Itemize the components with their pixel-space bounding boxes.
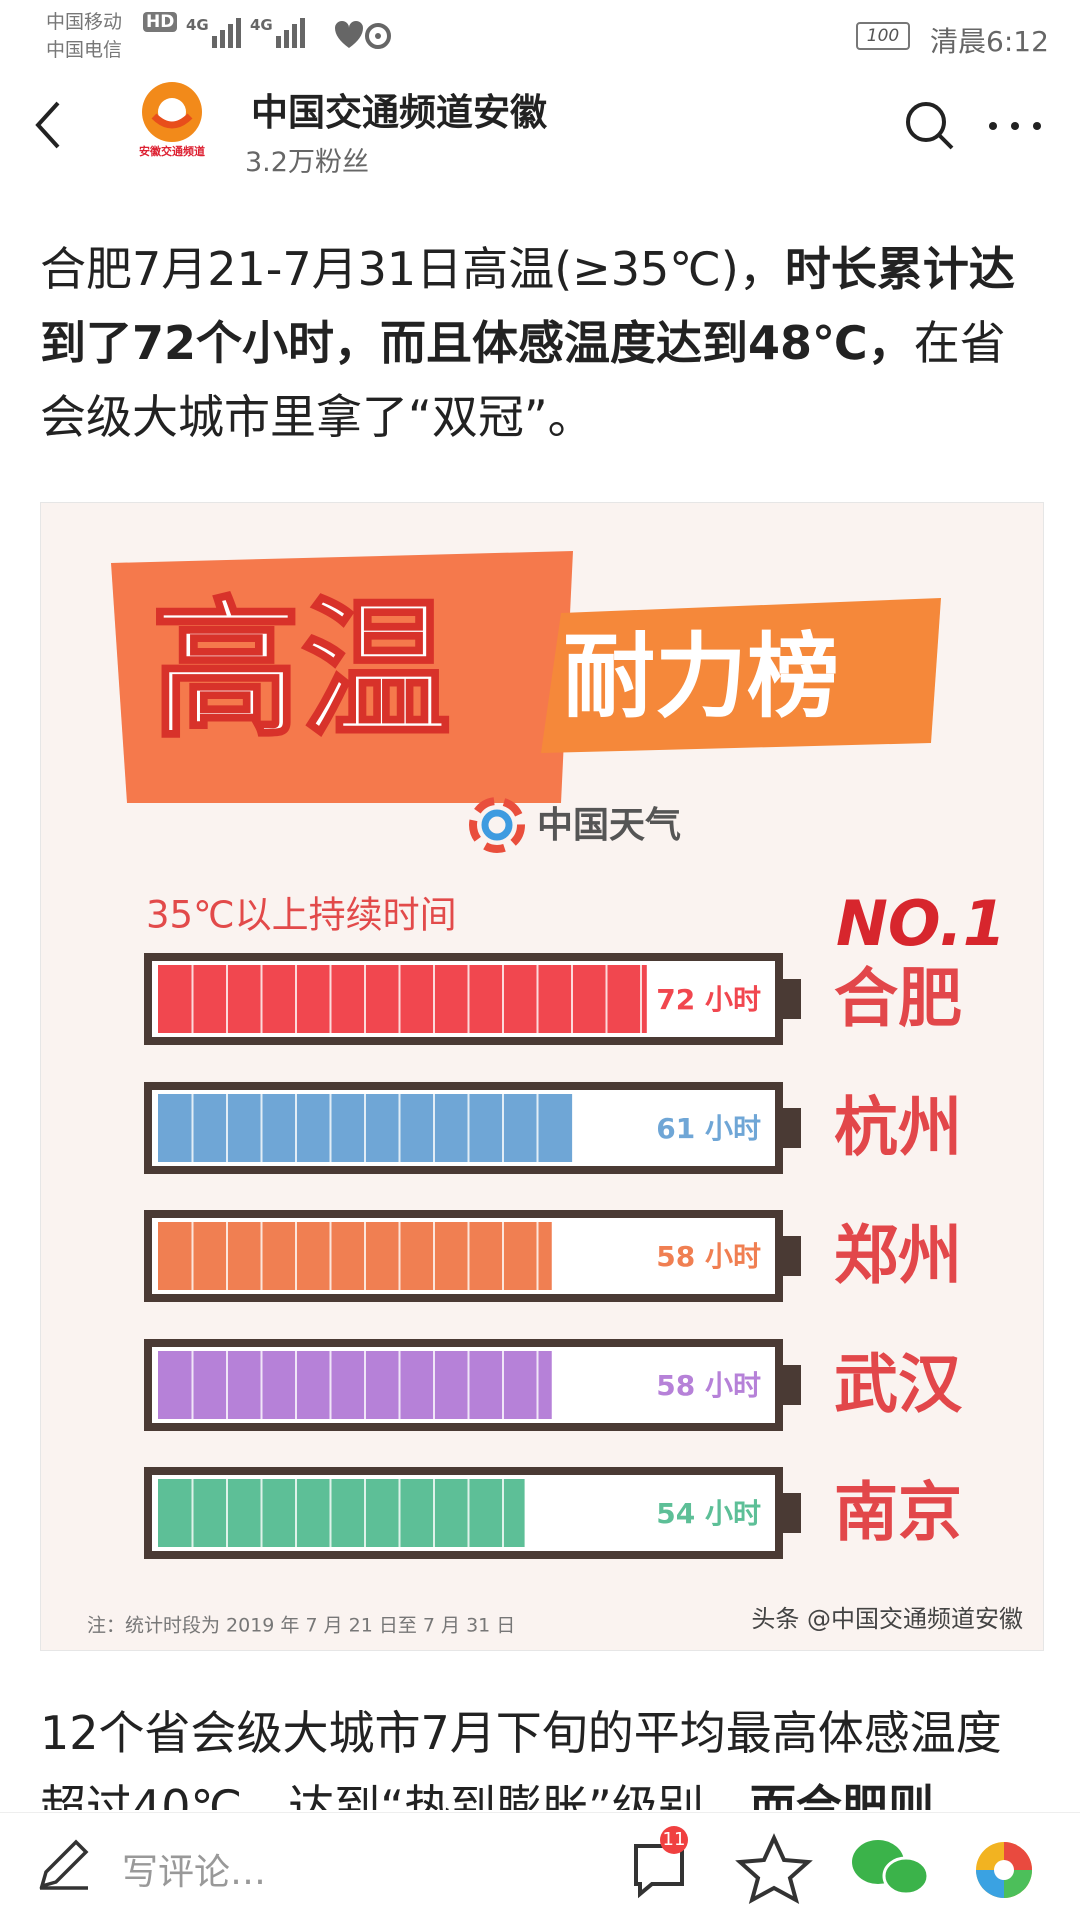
value-label: 61 小时 <box>656 1112 761 1145</box>
channel-logo[interactable]: 安徽交通频道 <box>130 78 215 163</box>
text-run: 而合肥则 <box>749 1780 934 1810</box>
brand-logo <box>469 797 525 853</box>
network: 4G <box>250 16 273 34</box>
value-label: 58 小时 <box>656 1369 761 1402</box>
battery-cap <box>783 1365 801 1405</box>
bar <box>158 1479 525 1547</box>
comment-count-badge: 11 <box>660 1826 688 1854</box>
logo-text: 安徽交通频道 <box>139 144 205 158</box>
carrier: 中国电信 <box>46 39 123 61</box>
rank-badge: NO.1 <box>836 887 1006 960</box>
network: 4G <box>186 16 209 34</box>
hd-icon: HD <box>143 12 178 32</box>
clock: 清晨6:12 <box>930 25 1049 58</box>
follower-count: 3.2万粉丝 <box>245 147 369 178</box>
city-label: 武汉 <box>834 1349 963 1423</box>
battery-cap <box>783 1493 801 1533</box>
source: 头条 @中国交通频道安徽 <box>751 1605 1023 1633</box>
chart-subtitle: 35℃以上持续时间 <box>146 894 457 937</box>
action-icons <box>634 1833 1032 1905</box>
channel-name[interactable]: 中国交通频道安徽 <box>251 91 547 134</box>
comments-button[interactable] <box>634 1844 684 1899</box>
moments-share[interactable] <box>976 1842 1032 1898</box>
favorite-button[interactable] <box>735 1833 813 1905</box>
city-label: 杭州 <box>834 1092 962 1166</box>
text-run: 12个省会级大城市7月下旬的平均最高体感温度超过40℃，达到“热到膨胀”级别， <box>40 1706 1002 1810</box>
text-run: 合肥7月21-7月31日高温(≥35℃)， <box>40 242 785 296</box>
city-label: 合肥 <box>834 963 962 1037</box>
city-label: 南京 <box>834 1477 962 1551</box>
back-button[interactable] <box>30 95 70 155</box>
battery-cap <box>783 1236 801 1276</box>
note: 注：统计时段为 2019 年 7 月 21 日至 7 月 31 日 <box>87 1615 515 1637</box>
infographic: 高温 耐力榜 中国天气 35℃以上持续时间 NO.1 注：统计时段为 2019 … <box>40 502 1044 1651</box>
edit-icon[interactable] <box>36 1836 92 1892</box>
text-run: 在省会级大城市里拿了“双冠”。 <box>40 316 1006 444</box>
title-banner <box>541 598 941 753</box>
paragraph: 12个省会级大城市7月下旬的平均最高体感温度超过40℃，达到“热到膨胀”级别，而… <box>40 1696 1042 1810</box>
header-actions <box>906 102 1041 150</box>
bar <box>158 1222 552 1290</box>
title-banner <box>111 551 573 803</box>
battery-cap <box>783 979 801 1019</box>
value-label: 54 小时 <box>656 1497 761 1530</box>
paragraph: 合肥7月21-7月31日高温(≥35℃)，时长累计达到了72个小时，而且体感温度… <box>40 232 1042 454</box>
bar <box>158 1351 552 1419</box>
search-button[interactable] <box>906 102 954 150</box>
battery-cap <box>783 1108 801 1148</box>
comment-input[interactable]: 写评论… <box>122 1852 267 1893</box>
title: 高温 <box>151 584 451 758</box>
carrier: 中国移动 <box>46 11 123 33</box>
wechat-share[interactable] <box>852 1840 930 1896</box>
battery: 100 <box>856 22 910 50</box>
value-label: 58 小时 <box>656 1240 761 1273</box>
signal-icons <box>212 18 391 49</box>
carriers: 中国移动 中国电信 <box>46 8 122 64</box>
bar <box>158 965 647 1033</box>
more-button[interactable] <box>989 122 1041 130</box>
city-label: 郑州 <box>834 1220 962 1294</box>
title: 耐力榜 <box>563 623 839 730</box>
text-run: 时长累计达到了72个小时，而且体感温度达到48℃， <box>40 242 1015 370</box>
brand: 中国天气 <box>537 805 681 846</box>
value-label: 72 小时 <box>656 983 761 1016</box>
